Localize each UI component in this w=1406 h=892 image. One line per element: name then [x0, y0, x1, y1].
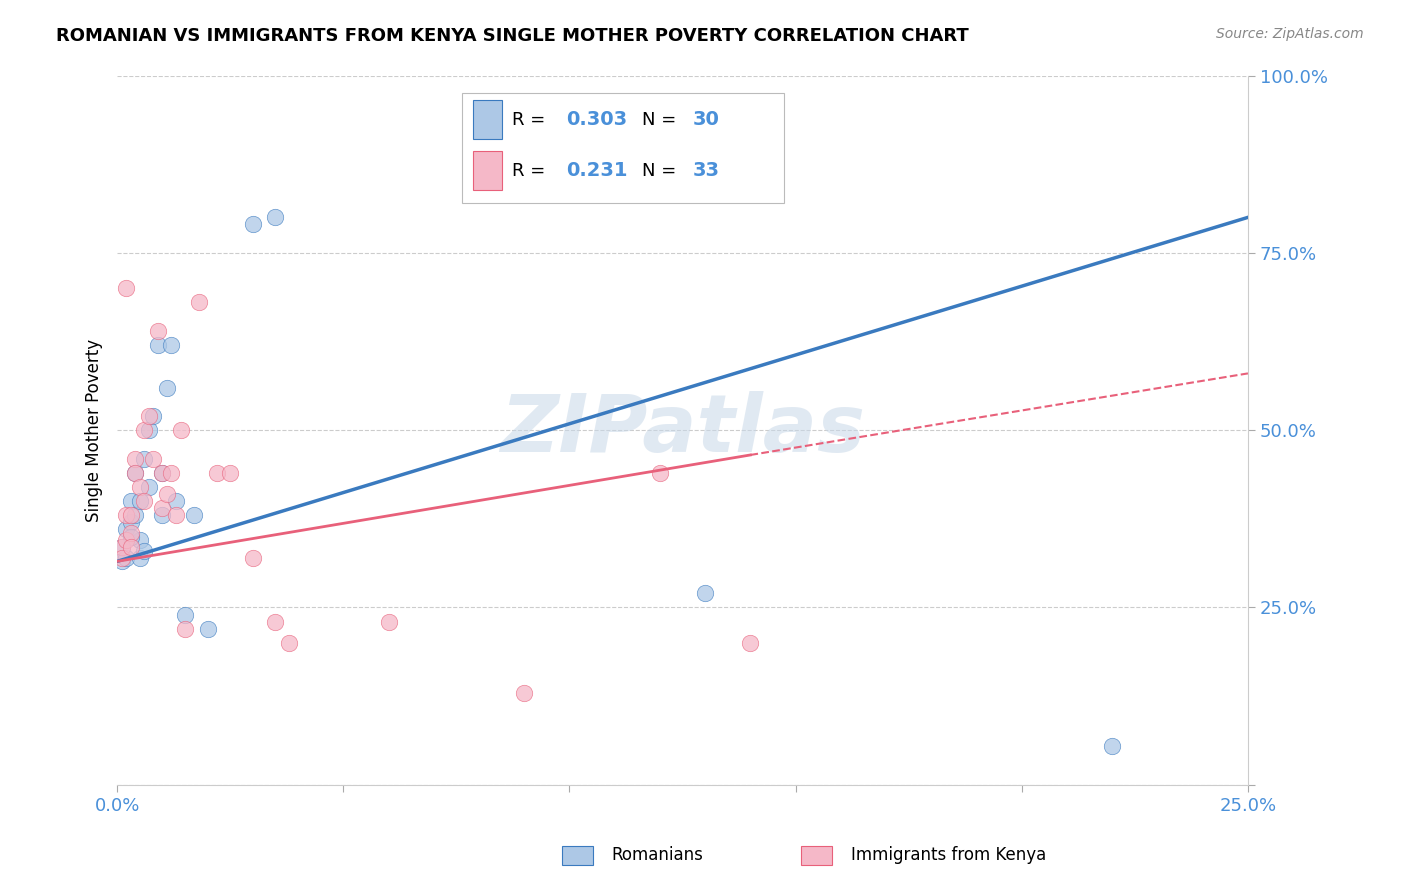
Point	[146, 338, 169, 352]
Point	[128, 550, 150, 565]
Point	[152, 466, 174, 480]
Point	[242, 550, 264, 565]
Point	[152, 501, 174, 516]
Point	[160, 338, 183, 352]
Point	[138, 423, 160, 437]
Text: 0.231: 0.231	[567, 161, 627, 180]
Text: Romanians: Romanians	[612, 846, 703, 863]
Point	[111, 540, 134, 554]
Point	[120, 526, 142, 541]
Point	[264, 211, 287, 225]
Point	[124, 466, 146, 480]
Point	[648, 466, 671, 480]
Text: R =: R =	[512, 111, 551, 128]
Point	[146, 324, 169, 338]
Point	[115, 508, 138, 523]
Point	[124, 508, 146, 523]
Point	[174, 622, 197, 636]
FancyBboxPatch shape	[463, 94, 785, 203]
Text: ZIPatlas: ZIPatlas	[501, 391, 865, 469]
Bar	[474, 100, 502, 139]
Y-axis label: Single Mother Poverty: Single Mother Poverty	[86, 339, 103, 522]
Text: 33: 33	[693, 161, 720, 180]
Bar	[474, 152, 502, 190]
Point	[128, 533, 150, 547]
Point	[138, 409, 160, 423]
Point	[142, 409, 165, 423]
Point	[740, 636, 762, 650]
Point	[120, 494, 142, 508]
Text: Immigrants from Kenya: Immigrants from Kenya	[851, 846, 1046, 863]
Text: N =: N =	[643, 111, 682, 128]
Point	[115, 523, 138, 537]
Point	[1101, 739, 1123, 753]
Point	[160, 466, 183, 480]
Point	[120, 529, 142, 543]
Point	[183, 508, 205, 523]
Point	[377, 615, 399, 629]
Point	[111, 554, 134, 568]
Point	[165, 508, 187, 523]
Point	[242, 218, 264, 232]
Point	[152, 466, 174, 480]
Text: ROMANIAN VS IMMIGRANTS FROM KENYA SINGLE MOTHER POVERTY CORRELATION CHART: ROMANIAN VS IMMIGRANTS FROM KENYA SINGLE…	[56, 27, 969, 45]
Text: 30: 30	[693, 111, 720, 129]
Point	[124, 451, 146, 466]
Point	[264, 615, 287, 629]
Text: 0.303: 0.303	[567, 111, 627, 129]
Point	[124, 466, 146, 480]
Point	[197, 622, 219, 636]
Point	[115, 281, 138, 295]
Point	[142, 451, 165, 466]
Point	[156, 487, 179, 501]
Point	[128, 494, 150, 508]
Point	[513, 685, 536, 699]
Point	[128, 480, 150, 494]
Point	[187, 295, 209, 310]
Point	[134, 543, 156, 558]
Point	[111, 550, 134, 565]
Point	[156, 381, 179, 395]
Text: R =: R =	[512, 162, 551, 180]
Point	[115, 533, 138, 547]
Point	[134, 451, 156, 466]
Point	[165, 494, 187, 508]
Point	[111, 540, 134, 554]
Point	[695, 586, 717, 600]
Point	[120, 540, 142, 554]
Point	[134, 423, 156, 437]
Point	[138, 480, 160, 494]
Point	[169, 423, 191, 437]
Point	[152, 508, 174, 523]
Point	[120, 508, 142, 523]
Point	[205, 466, 228, 480]
Point	[115, 550, 138, 565]
Point	[174, 607, 197, 622]
Text: Source: ZipAtlas.com: Source: ZipAtlas.com	[1216, 27, 1364, 41]
Text: N =: N =	[643, 162, 682, 180]
Point	[134, 494, 156, 508]
Point	[120, 516, 142, 530]
Point	[219, 466, 242, 480]
Point	[278, 636, 301, 650]
